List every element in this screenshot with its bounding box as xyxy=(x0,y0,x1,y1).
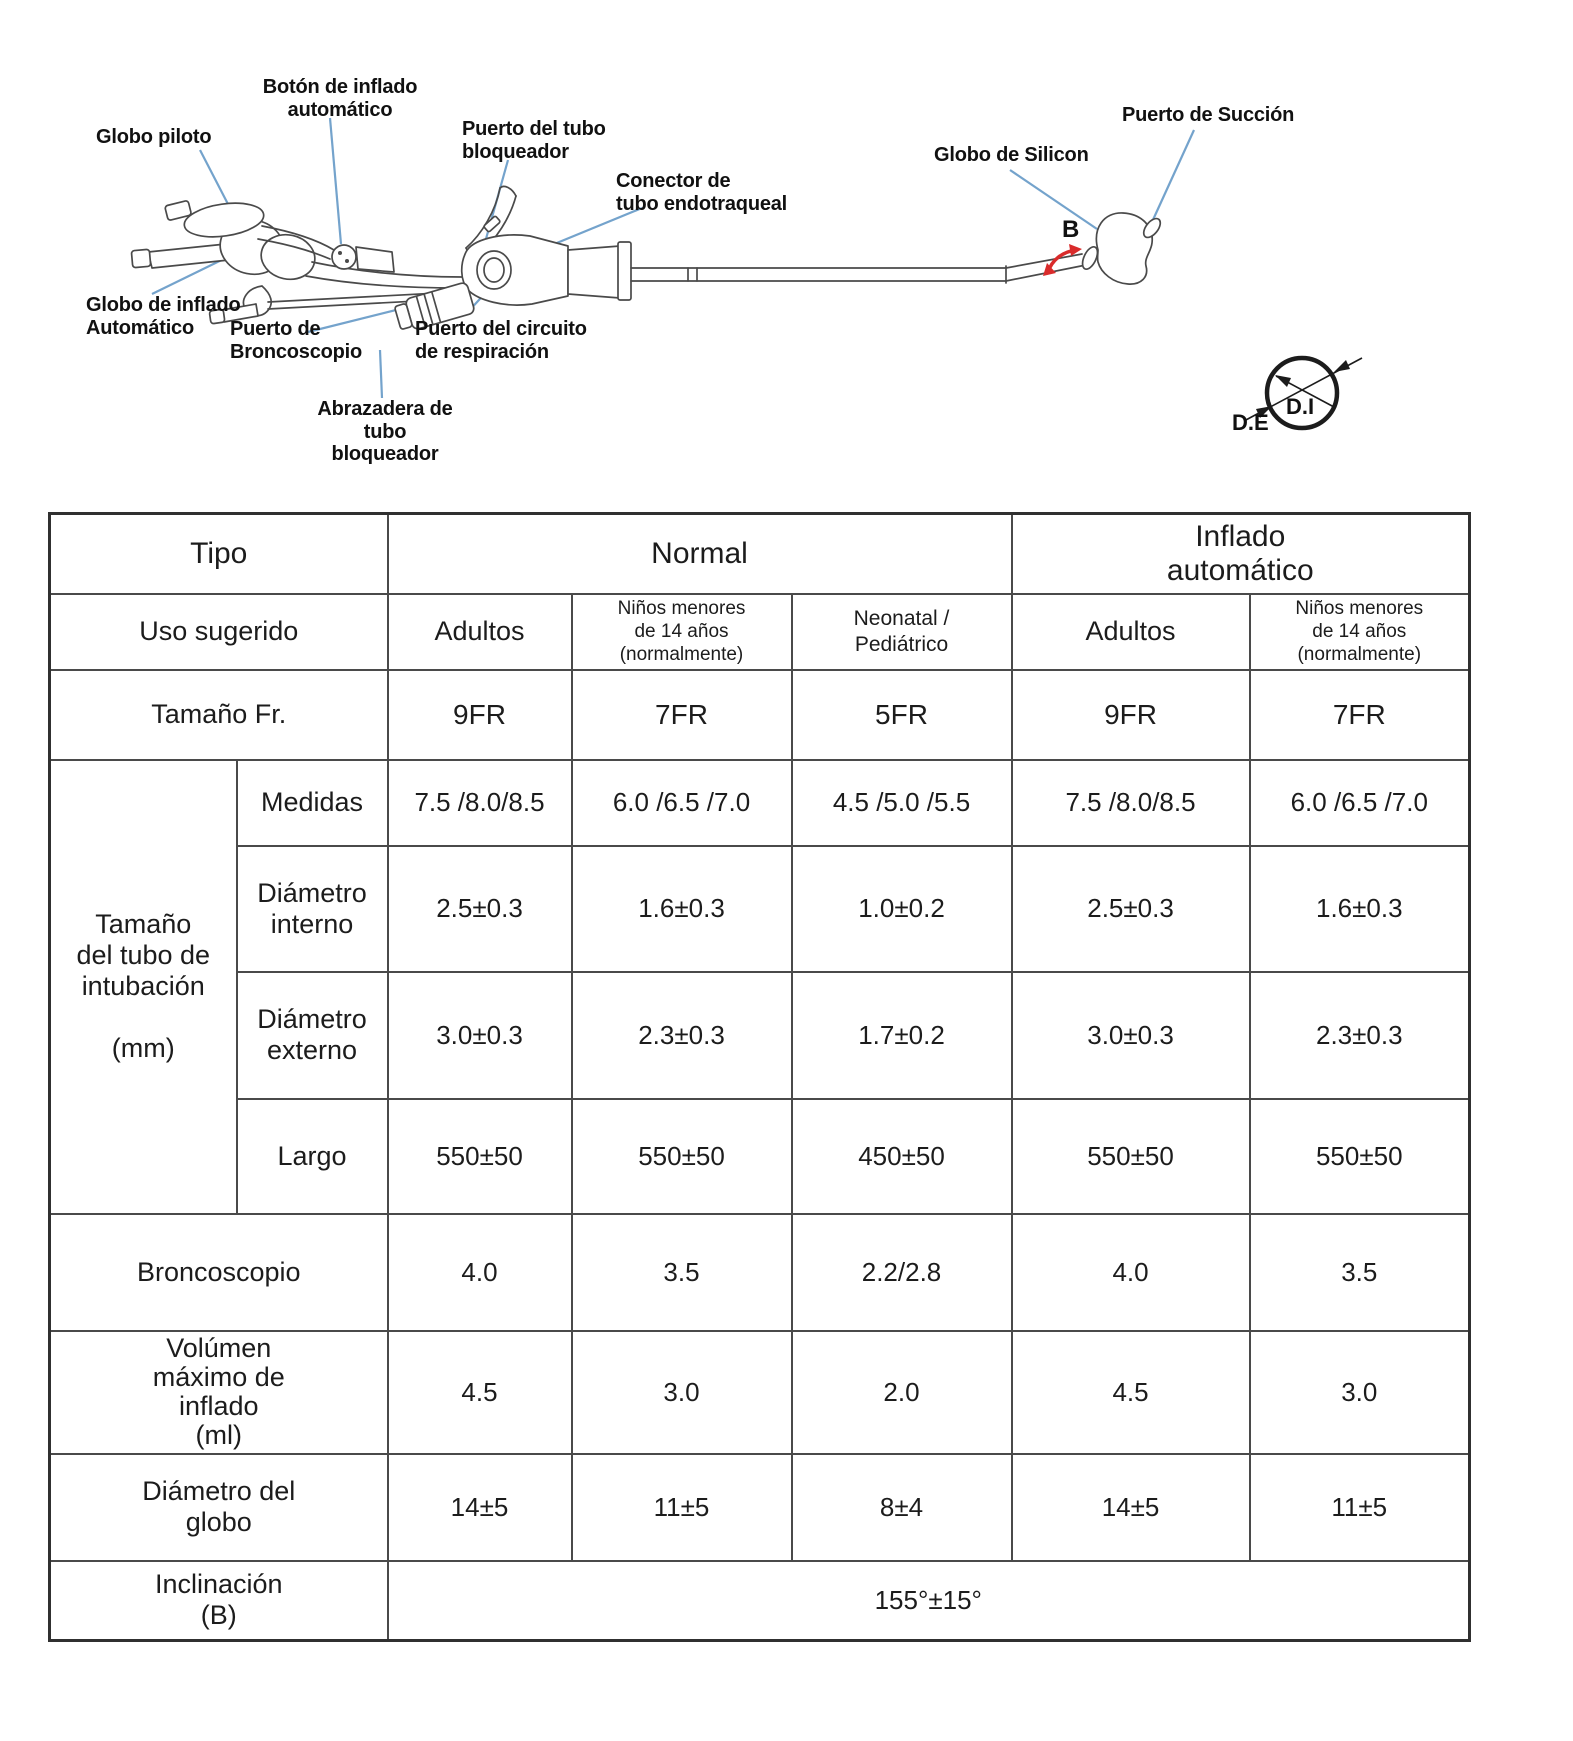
cell-di-1: 2.5±0.3 xyxy=(386,844,573,973)
cell-vol-2: 3.0 xyxy=(570,1329,793,1455)
label-puerto-broncoscopio: Puerto de Broncoscopio xyxy=(230,318,363,363)
silicone-balloon-icon xyxy=(1095,212,1162,285)
cell-vol-4: 4.5 xyxy=(1010,1329,1251,1455)
cell-largo-5: 550±50 xyxy=(1248,1097,1471,1215)
cell-largo-2: 550±50 xyxy=(570,1097,793,1215)
angle-b-arrow-icon xyxy=(1043,244,1082,276)
cell-fr-1: 9FR xyxy=(386,668,573,761)
row-header-diametro-externo: Diámetro externo xyxy=(235,970,389,1100)
cell-de-4: 3.0±0.3 xyxy=(1010,970,1251,1100)
cell-vol-1: 4.5 xyxy=(386,1329,573,1455)
col-group-inflado-automatico: Inflado automático xyxy=(1010,512,1471,595)
label-abrazadera-tubo-bloqueador: Abrazadera de tubo bloqueador xyxy=(317,398,453,465)
cell-fr-5: 7FR xyxy=(1248,668,1471,761)
row-header-uso-sugerido: Uso sugerido xyxy=(48,592,389,671)
endotracheal-connector-icon xyxy=(567,241,632,301)
cell-di-3: 1.0±0.2 xyxy=(790,844,1013,973)
cell-bronco-2: 3.5 xyxy=(570,1212,793,1332)
y-connector-body xyxy=(460,234,569,306)
label-angle-b: B xyxy=(1062,216,1080,243)
label-de: D.E xyxy=(1232,410,1269,435)
cell-de-2: 2.3±0.3 xyxy=(570,970,793,1100)
cell-largo-3: 450±50 xyxy=(790,1097,1013,1215)
cell-di-2: 1.6±0.3 xyxy=(570,844,793,973)
row-header-diametro-globo: Diámetro del globo xyxy=(48,1452,389,1562)
catheter-shaft xyxy=(630,245,1099,284)
row-group-tamano-tubo: Tamaño del tubo de intubación (mm) xyxy=(48,758,238,1215)
cell-globo-3: 8±4 xyxy=(790,1452,1013,1562)
col-header-neonatal: Neonatal / Pediátrico xyxy=(790,592,1013,671)
label-puerto-de-succion: Puerto de Succión xyxy=(1122,104,1295,126)
label-globo-de-silicon: Globo de Silicon xyxy=(934,144,1089,166)
spec-table: Tipo Normal Inflado automático Uso suger… xyxy=(48,512,1472,1642)
cell-medidas-5: 6.0 /6.5 /7.0 xyxy=(1248,758,1471,847)
row-header-inclinacion: Inclinación (B) xyxy=(48,1559,389,1642)
cell-de-1: 3.0±0.3 xyxy=(386,970,573,1100)
pilot-balloon-icon xyxy=(164,200,265,238)
cell-largo-1: 550±50 xyxy=(386,1097,573,1215)
cell-vol-3: 2.0 xyxy=(790,1329,1013,1455)
cell-bronco-5: 3.5 xyxy=(1248,1212,1471,1332)
cell-medidas-2: 6.0 /6.5 /7.0 xyxy=(570,758,793,847)
cell-largo-4: 550±50 xyxy=(1010,1097,1251,1215)
label-globo-inflado-automatico: Globo de inflado Automático xyxy=(86,294,241,339)
col-group-normal: Normal xyxy=(386,512,1013,595)
col-header-adultos-inflado: Adultos xyxy=(1010,592,1251,671)
cell-medidas-1: 7.5 /8.0/8.5 xyxy=(386,758,573,847)
cell-globo-5: 11±5 xyxy=(1248,1452,1471,1562)
label-di: D.I xyxy=(1286,394,1315,419)
inflation-button-icon xyxy=(331,244,395,273)
label-conector-tubo-endotraqueal: Conector de tubo endotraqueal xyxy=(616,170,788,215)
cell-globo-2: 11±5 xyxy=(570,1452,793,1562)
col-header-ninos-inflado: Niños menores de 14 años (normalmente) xyxy=(1248,592,1471,671)
label-globo-piloto: Globo piloto xyxy=(96,126,212,148)
cell-di-4: 2.5±0.3 xyxy=(1010,844,1251,973)
device-illustration xyxy=(130,117,1363,431)
row-header-tamano-fr: Tamaño Fr. xyxy=(48,668,389,761)
row-header-diametro-interno: Diámetro interno xyxy=(235,844,389,973)
row-header-medidas: Medidas xyxy=(235,758,389,847)
cell-globo-4: 14±5 xyxy=(1010,1452,1251,1562)
cell-fr-3: 5FR xyxy=(790,668,1013,761)
cell-vol-5: 3.0 xyxy=(1248,1329,1471,1455)
device-diagram: Botón de inflado automático Globo piloto… xyxy=(0,0,1573,470)
cell-de-5: 2.3±0.3 xyxy=(1248,970,1471,1100)
col-header-adultos-normal: Adultos xyxy=(386,592,573,671)
cell-medidas-4: 7.5 /8.0/8.5 xyxy=(1010,758,1251,847)
cell-medidas-3: 4.5 /5.0 /5.5 xyxy=(790,758,1013,847)
bronchoscope-port-icon xyxy=(394,282,475,330)
diameter-symbol-icon xyxy=(1243,355,1363,431)
cell-bronco-1: 4.0 xyxy=(386,1212,573,1332)
cell-di-5: 1.6±0.3 xyxy=(1248,844,1471,973)
cell-globo-1: 14±5 xyxy=(386,1452,573,1562)
col-header-ninos-normal: Niños menores de 14 años (normalmente) xyxy=(570,592,793,671)
leader-lines xyxy=(151,117,1196,399)
cell-fr-2: 7FR xyxy=(570,668,793,761)
row-header-broncoscopio: Broncoscopio xyxy=(48,1212,389,1332)
row-header-volumen: Volúmen máximo de inflado (ml) xyxy=(48,1329,389,1455)
cell-bronco-3: 2.2/2.8 xyxy=(790,1212,1013,1332)
tube-loop xyxy=(208,285,273,325)
label-boton-inflado-automatico: Botón de inflado automático xyxy=(262,76,418,121)
cell-fr-4: 9FR xyxy=(1010,668,1251,761)
label-puerto-circuito-respiracion: Puerto del circuito de respiración xyxy=(415,318,587,363)
row-header-tipo: Tipo xyxy=(48,512,389,595)
label-puerto-tubo-bloqueador: Puerto del tubo bloqueador xyxy=(462,118,606,163)
row-header-largo: Largo xyxy=(235,1097,389,1215)
cell-de-3: 1.7±0.2 xyxy=(790,970,1013,1100)
cell-inclinacion-value: 155°±15° xyxy=(386,1559,1471,1642)
cell-bronco-4: 4.0 xyxy=(1010,1212,1251,1332)
